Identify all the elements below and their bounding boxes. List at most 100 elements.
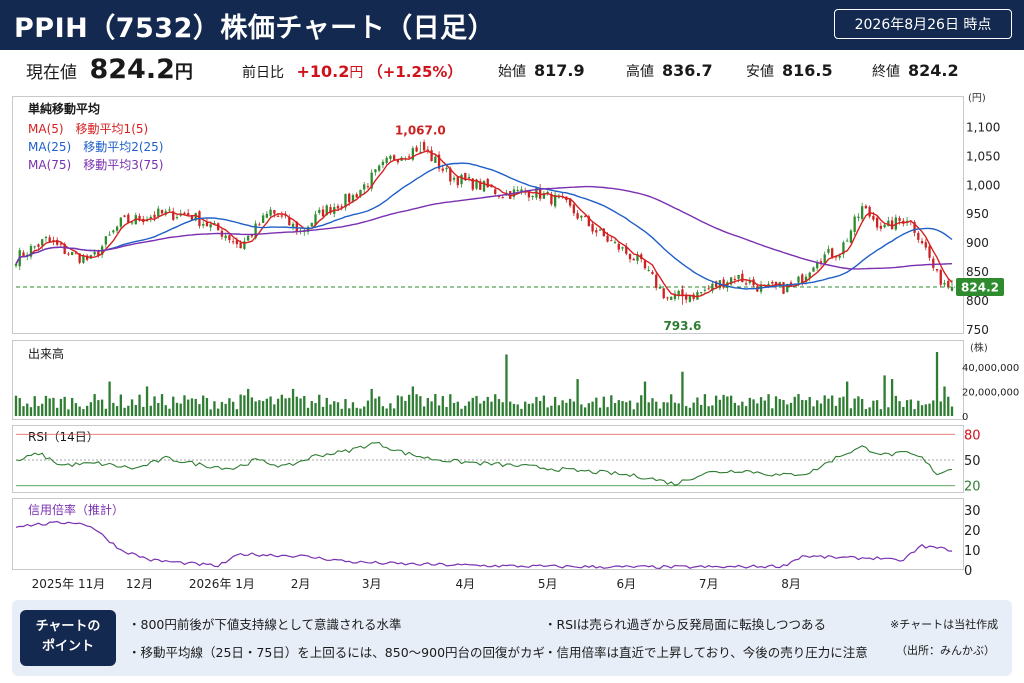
open-label: 始値 xyxy=(498,64,526,80)
candle-body xyxy=(542,193,546,199)
volume-bar xyxy=(276,398,280,416)
candle-body xyxy=(422,142,426,151)
candle-body xyxy=(273,210,276,214)
candle-body xyxy=(280,215,283,217)
volume-bar xyxy=(26,403,29,416)
candle-body xyxy=(486,178,489,188)
candle-body xyxy=(917,232,920,240)
candle-body xyxy=(29,246,33,257)
candle-body xyxy=(157,208,160,217)
rsi-ytick-label: 20 xyxy=(964,480,981,495)
volume-bar xyxy=(726,396,729,416)
candle-body xyxy=(699,292,703,294)
volume-bar xyxy=(928,403,931,416)
volume-bar xyxy=(134,405,137,416)
volume-bar xyxy=(325,397,328,416)
volume-bar xyxy=(329,404,332,416)
volume-bar xyxy=(486,396,489,416)
volume-bar xyxy=(235,409,239,416)
candle-body xyxy=(568,198,572,206)
volume-bar xyxy=(868,407,871,416)
stock-chart-svg: 単純移動平均 MA(5) 移動平均1(5) MA(25) 移動平均2(25) M… xyxy=(14,93,1019,591)
volume-bar xyxy=(306,407,310,416)
candle-body xyxy=(711,283,714,291)
volume-bar xyxy=(344,399,347,416)
volume-bar xyxy=(546,407,549,416)
close-value: 824.2 xyxy=(908,61,959,80)
volume-bar xyxy=(415,394,418,416)
volume-bar xyxy=(872,400,875,416)
volume-bar xyxy=(71,397,74,416)
candle-body xyxy=(93,251,96,255)
volume-bar xyxy=(172,396,175,416)
rsi-line xyxy=(15,441,953,486)
volume-bar xyxy=(823,395,826,416)
volume-bar xyxy=(74,403,78,416)
volume-bar xyxy=(217,408,220,416)
candle-body xyxy=(913,222,916,233)
volume-bar xyxy=(52,397,55,416)
volume-bar xyxy=(524,401,527,416)
volume-bar xyxy=(56,407,59,416)
candle-body xyxy=(737,274,740,279)
candle-body xyxy=(591,224,594,232)
volume-bar xyxy=(404,400,407,416)
volume-bar xyxy=(782,399,785,416)
volume-bar xyxy=(411,386,415,416)
volume-bar xyxy=(82,409,85,416)
volume-bar xyxy=(640,395,643,416)
candle-body xyxy=(190,215,194,221)
volume-bar xyxy=(879,409,883,416)
candle-body xyxy=(115,226,119,231)
volume-bar xyxy=(756,403,759,416)
volume-bar xyxy=(112,402,115,416)
current-price: 現在値 824.2円 xyxy=(26,54,193,85)
volume-bar xyxy=(827,398,830,416)
x-axis-month-label: 6月 xyxy=(616,577,636,591)
candle-body xyxy=(194,213,197,221)
candle-body xyxy=(744,283,748,285)
change-percent: （+1.25%） xyxy=(367,63,463,81)
volume-bar xyxy=(497,399,501,416)
candle-body xyxy=(119,217,122,227)
volume-bar xyxy=(947,396,950,416)
x-axis-month-label: 3月 xyxy=(362,577,382,591)
price-ytick-label: 750 xyxy=(966,323,989,337)
volume-bar xyxy=(29,407,33,416)
rsi-title: RSI（14日） xyxy=(28,430,99,444)
volume-bar xyxy=(714,395,718,416)
badge-line1: チャートの xyxy=(35,619,101,634)
rsi-ytick-label: 80 xyxy=(964,428,981,443)
volume-bar xyxy=(883,375,886,416)
volume-bar xyxy=(509,401,512,416)
volume-bar xyxy=(471,397,474,416)
candle-body xyxy=(887,220,890,227)
volume-bar xyxy=(14,395,18,416)
volume-bar xyxy=(568,398,572,416)
volume-bar xyxy=(816,400,819,416)
candle-body xyxy=(78,253,81,263)
volume-bar xyxy=(280,394,283,416)
volume-bar xyxy=(370,388,373,416)
volume-bar xyxy=(553,396,557,416)
volume-bar xyxy=(849,408,853,416)
volume-bar xyxy=(59,398,63,416)
volume-bar xyxy=(718,399,722,416)
volume-bar xyxy=(269,396,272,416)
volume-bar xyxy=(63,396,66,416)
candle-body xyxy=(748,280,751,283)
candle-body xyxy=(460,174,463,185)
candle-body xyxy=(947,280,950,287)
margin-ytick-label: 10 xyxy=(964,544,981,559)
candle-body xyxy=(306,226,310,232)
volume-bar xyxy=(168,408,171,416)
volume-bar xyxy=(254,401,257,416)
volume-bar xyxy=(677,403,680,416)
volume-bar xyxy=(752,399,755,416)
candle-body xyxy=(928,246,931,258)
volume-bar xyxy=(763,400,766,416)
candle-body xyxy=(920,241,924,244)
margin-ytick-label: 0 xyxy=(964,564,972,579)
volume-bar xyxy=(243,395,246,416)
volume-bar xyxy=(943,386,946,416)
